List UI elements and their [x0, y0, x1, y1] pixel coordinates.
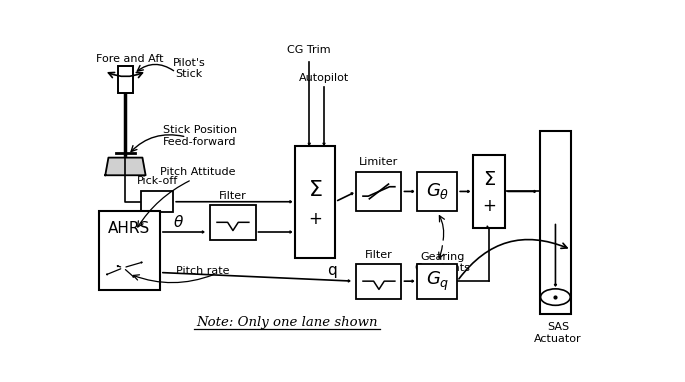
Text: Limiter: Limiter	[360, 157, 399, 167]
Bar	[210, 205, 256, 240]
Text: Stick Position
Feed-forward: Stick Position Feed-forward	[163, 125, 237, 147]
Text: $\theta$: $\theta$	[173, 214, 184, 230]
Text: SAS
Actuator: SAS Actuator	[534, 322, 582, 344]
Text: Filter: Filter	[219, 191, 247, 201]
Text: Pitch Attitude: Pitch Attitude	[160, 167, 236, 177]
Bar	[540, 131, 571, 314]
Bar	[141, 191, 173, 212]
Text: $G_{\theta}$: $G_{\theta}$	[425, 181, 449, 201]
Text: AHRS: AHRS	[108, 220, 151, 236]
Text: $\Sigma$: $\Sigma$	[308, 180, 323, 200]
Text: Filter: Filter	[365, 249, 393, 260]
Bar	[473, 155, 505, 228]
Text: $G_{q}$: $G_{q}$	[425, 270, 449, 293]
Bar	[417, 172, 457, 210]
Text: CG Trim: CG Trim	[288, 45, 331, 55]
Bar	[118, 66, 133, 93]
Text: Autopilot: Autopilot	[299, 73, 349, 83]
Text: +: +	[308, 210, 322, 228]
Text: Note: Only one lane shown: Note: Only one lane shown	[197, 316, 378, 329]
Text: Gearing
Constants: Gearing Constants	[414, 252, 471, 274]
Text: $\Sigma$: $\Sigma$	[483, 170, 495, 189]
Text: Pick-off: Pick-off	[137, 176, 178, 186]
Text: Pitch rate: Pitch rate	[175, 266, 229, 276]
Bar	[295, 146, 335, 257]
Text: +: +	[482, 197, 496, 215]
Polygon shape	[105, 158, 146, 175]
Bar	[356, 172, 401, 210]
Bar	[417, 264, 457, 299]
Text: q: q	[327, 263, 337, 278]
Text: Pilot's
Stick: Pilot's Stick	[173, 58, 206, 79]
Bar	[356, 264, 401, 299]
Bar	[99, 210, 160, 290]
Text: Fore and Aft: Fore and Aft	[96, 54, 164, 64]
